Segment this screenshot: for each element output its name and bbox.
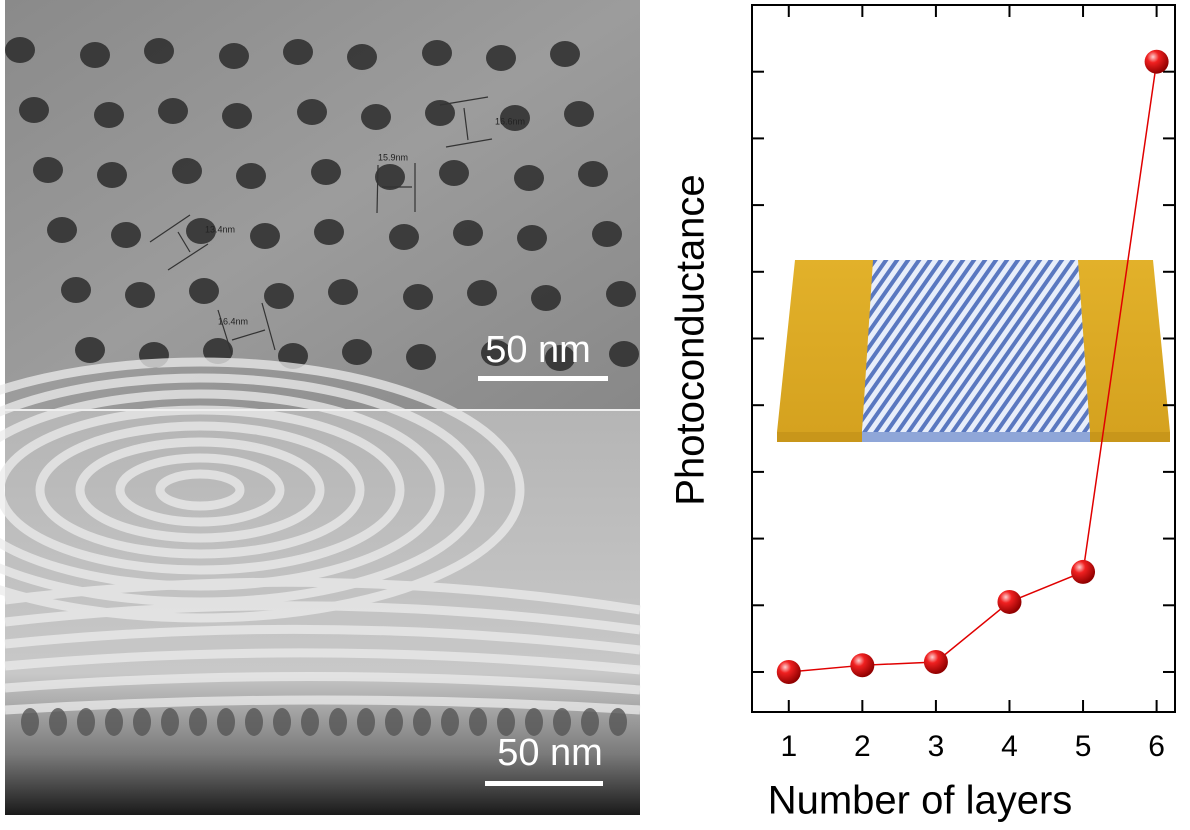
pore: [5, 37, 35, 63]
pore: [161, 708, 179, 736]
electrode: [777, 260, 875, 432]
pore: [422, 40, 452, 66]
pore: [347, 44, 377, 70]
pore: [217, 708, 235, 736]
pore: [439, 160, 469, 186]
figure: 16.6nm 15.9nm 13.4nm 16.4nm 50 nm 50 nm …: [0, 0, 1190, 830]
device-inset: [777, 260, 1170, 442]
pore: [517, 225, 547, 251]
measurement: 13.4nm: [205, 224, 235, 234]
pore: [77, 708, 95, 736]
pore: [328, 279, 358, 305]
data-point: [1071, 560, 1095, 584]
measurement: 15.9nm: [378, 152, 408, 162]
sem-image-top: 16.6nm 15.9nm 13.4nm 16.4nm 50 nm: [5, 0, 640, 410]
pore: [441, 708, 459, 736]
pore: [264, 283, 294, 309]
pore: [80, 42, 110, 68]
pore: [413, 708, 431, 736]
pore: [133, 708, 151, 736]
scale-bar-label: 50 nm: [485, 329, 591, 371]
pore: [283, 39, 313, 65]
scale-bar: [478, 376, 608, 381]
data-point: [850, 653, 874, 677]
pore: [33, 157, 63, 183]
pore: [97, 162, 127, 188]
page: 16.6nm 15.9nm 13.4nm 16.4nm 50 nm 50 nm …: [0, 0, 1190, 830]
pore: [329, 708, 347, 736]
pore: [406, 344, 436, 370]
pore: [219, 43, 249, 69]
pore: [403, 284, 433, 310]
data-point: [924, 650, 948, 674]
pore: [550, 41, 580, 67]
pore: [273, 708, 291, 736]
pore: [385, 708, 403, 736]
pore: [357, 708, 375, 736]
pore: [578, 161, 608, 187]
pore: [189, 708, 207, 736]
pore: [222, 103, 252, 129]
pore: [125, 282, 155, 308]
sem-image-bottom: 50 nm: [0, 362, 640, 815]
pore: [21, 708, 39, 736]
measurement: 16.6nm: [495, 116, 525, 126]
electrode-edge: [777, 432, 862, 442]
pore: [301, 708, 319, 736]
x-tick-label: 5: [1075, 730, 1092, 763]
pore: [467, 280, 497, 306]
pore: [606, 281, 636, 307]
pore: [592, 221, 622, 247]
pore: [564, 101, 594, 127]
pore: [361, 104, 391, 130]
x-tick-label: 3: [928, 730, 945, 763]
pore: [75, 337, 105, 363]
scale-bar: [485, 781, 603, 786]
pore: [469, 708, 487, 736]
x-tick-label: 6: [1148, 730, 1165, 763]
pore: [49, 708, 67, 736]
pore: [609, 341, 639, 367]
pore: [105, 708, 123, 736]
pore: [342, 339, 372, 365]
data-point: [777, 660, 801, 684]
pore: [453, 220, 483, 246]
pore: [250, 223, 280, 249]
x-tick-label: 4: [1001, 730, 1018, 763]
pore: [531, 285, 561, 311]
scale-bar-label: 50 nm: [497, 732, 603, 774]
pore: [486, 45, 516, 71]
pore: [245, 708, 263, 736]
pore: [61, 277, 91, 303]
pore: [297, 99, 327, 125]
data-point: [1145, 50, 1169, 74]
pore: [236, 163, 266, 189]
y-axis-label: Photoconductance: [669, 174, 713, 505]
x-axis-label: Number of layers: [768, 779, 1073, 823]
nanostructure-film: [862, 260, 1090, 432]
film-edge: [862, 432, 1090, 442]
pore: [389, 224, 419, 250]
pore: [425, 100, 455, 126]
x-tick-label: 1: [780, 730, 797, 763]
pore: [514, 165, 544, 191]
pore: [19, 97, 49, 123]
pore: [94, 102, 124, 128]
pore: [609, 708, 627, 736]
pore: [189, 278, 219, 304]
pore: [172, 158, 202, 184]
data-point: [997, 590, 1021, 614]
pore: [158, 98, 188, 124]
pore: [47, 217, 77, 243]
pore: [111, 222, 141, 248]
pore: [314, 219, 344, 245]
x-tick-label: 2: [854, 730, 871, 763]
pore: [144, 38, 174, 64]
measurement: 16.4nm: [218, 316, 248, 326]
pore: [375, 164, 405, 190]
pore: [311, 159, 341, 185]
